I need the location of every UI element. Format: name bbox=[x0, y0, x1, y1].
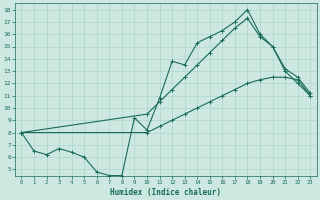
X-axis label: Humidex (Indice chaleur): Humidex (Indice chaleur) bbox=[110, 188, 221, 197]
